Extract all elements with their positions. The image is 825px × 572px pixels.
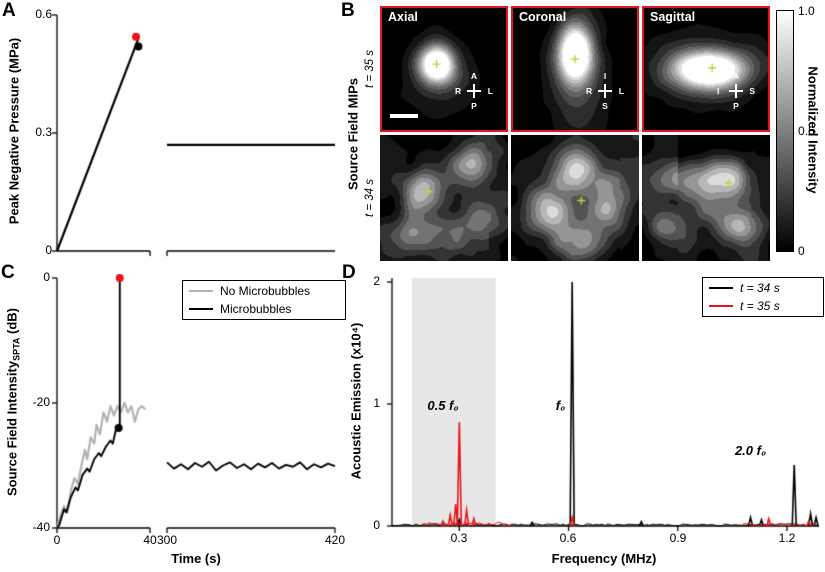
mip-sagittal-t35	[642, 6, 770, 132]
panel-c-ytick-label: 0	[43, 270, 50, 284]
panel-a-ytick-label: 0.6	[35, 7, 52, 21]
compass-letter: A	[470, 71, 478, 81]
legend-label: t = 34 s	[740, 281, 780, 295]
legend-item-t34: t = 34 s	[709, 281, 817, 295]
panel-d-xlabel: Frequency (MHz)	[551, 551, 657, 566]
legend-item-t35: t = 35 s	[709, 299, 817, 313]
panel-a-ytick-label: 0	[20, 243, 52, 257]
panel-b-side-label: Source Field MIPs	[345, 78, 361, 190]
panel-c-ylabel-sub: SPTA	[11, 337, 22, 361]
compass-letter: R	[455, 85, 462, 96]
colorbar-label: Normalized Intensity	[805, 66, 821, 194]
colorbar-tick: 0.5	[798, 124, 815, 138]
panel-d-ytick-label: 1	[373, 396, 380, 410]
panel-c-ylabel-unit: (dB)	[4, 307, 20, 338]
panel-c-xtick-label: 40	[143, 533, 157, 547]
mip-coronal-t35	[511, 6, 639, 132]
panel-b-row-label-t35: t = 35 s	[364, 49, 376, 89]
panel-d-xtick-label: 0.6	[559, 531, 577, 545]
colorbar-tick: 1.0	[798, 4, 815, 18]
panel-c-xtick-label: 300	[156, 533, 178, 547]
panel-c-xtick-label: 420	[324, 533, 346, 547]
panel-c-legend: No Microbubbles Microbubbles	[182, 280, 346, 320]
view-label-sagittal: Sagittal	[650, 10, 696, 24]
mip-axial-t34	[380, 135, 508, 261]
compass-letter: S	[602, 100, 608, 111]
compass-letter: P	[733, 100, 739, 111]
panel-b-row-label-t34: t = 34 s	[364, 178, 376, 218]
view-label-coronal: Coronal	[519, 10, 567, 24]
peak-annotation: f₀	[555, 397, 566, 413]
compass-letter: S	[749, 85, 755, 96]
panel-d-letter: D	[342, 262, 356, 283]
legend-line-swatch	[189, 307, 213, 311]
panel-b-letter: B	[341, 0, 355, 21]
panel-c-ytick-label: -20	[32, 395, 50, 409]
view-label-axial: Axial	[388, 10, 418, 24]
peak-annotation: 2.0 f₀	[734, 442, 767, 458]
legend-line-swatch	[709, 304, 733, 308]
compass-letter: I	[717, 85, 720, 96]
panel-d-xtick-label: 1.2	[778, 531, 796, 545]
legend-item-no-microbubbles: No Microbubbles	[189, 284, 339, 298]
mip-coronal-t34	[511, 135, 639, 261]
peak-annotation: 0.5 f₀	[427, 397, 459, 413]
legend-label: Microbubbles	[220, 302, 292, 316]
panel-c-ytick-label: -40	[32, 520, 50, 534]
panel-d-legend: t = 34 s t = 35 s	[702, 277, 824, 317]
colorbar-tick: 0	[798, 244, 805, 258]
mip-sagittal-t34	[642, 135, 770, 261]
panel-a-ytick-label: 0.3	[35, 125, 52, 139]
compass-letter: L	[487, 85, 493, 96]
panel-c-xtick-label: 0	[53, 533, 61, 547]
legend-label: No Microbubbles	[220, 284, 311, 298]
orientation-compass-sagittal: A I S P	[717, 72, 755, 110]
panel-c-letter: C	[1, 262, 15, 283]
orientation-compass-coronal: I R L S	[586, 72, 624, 110]
mip-axial-t35	[380, 6, 508, 132]
colorbar	[776, 10, 794, 252]
panel-c-ylabel-text: Source Field Intensity	[4, 360, 20, 497]
scale-bar	[390, 114, 418, 118]
panel-c-xlabel: Time (s)	[171, 551, 221, 566]
legend-item-microbubbles: Microbubbles	[189, 302, 339, 316]
compass-letter: R	[586, 85, 593, 96]
orientation-compass-axial: A R L P	[455, 72, 493, 110]
compass-letter: A	[732, 71, 740, 81]
compass-letter: L	[618, 85, 624, 96]
panel-d-xtick-label: 0.3	[450, 531, 468, 545]
panel-d-ytick-label: 2	[373, 274, 380, 288]
panel-a-letter: A	[2, 0, 16, 21]
legend-line-swatch	[709, 286, 733, 290]
legend-label: t = 35 s	[740, 299, 780, 313]
compass-letter: P	[471, 100, 477, 111]
legend-line-swatch	[189, 289, 213, 293]
panel-d-xtick-label: 0.9	[669, 531, 687, 545]
compass-letter: I	[603, 71, 607, 81]
panel-d-ytick-label: 0	[373, 518, 380, 532]
panel-a-plot	[49, 8, 339, 260]
